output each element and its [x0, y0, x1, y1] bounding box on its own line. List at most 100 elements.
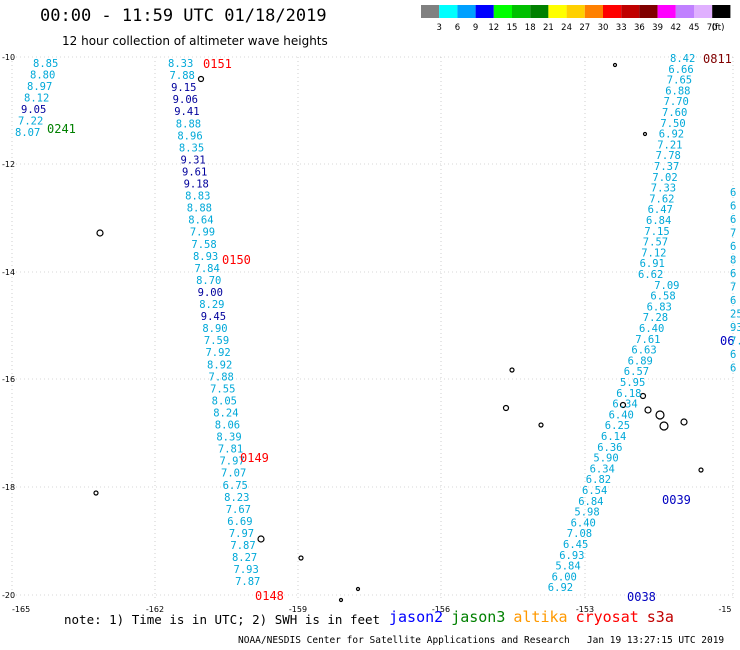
wave-height-readout: 7.07 — [221, 468, 246, 480]
colorbar-swatch — [475, 5, 494, 18]
wave-height-readout: 5.84 — [555, 561, 580, 573]
wave-height-readout: 7.97 — [229, 528, 254, 540]
wave-height-readout: 6.62 — [638, 269, 663, 281]
wave-height-readout: 6.69 — [227, 516, 252, 528]
wave-height-readout: 9.31 — [180, 154, 205, 166]
wave-height-readout: 6 — [730, 214, 736, 226]
wave-height-colorbar: 3 6 9 12 15 18 21 24 27 30 33 36 39 42 45 70(ft) — [421, 5, 731, 33]
wave-height-readout: 7.92 — [205, 347, 230, 359]
wave-height-readout: 6.47 — [648, 204, 673, 216]
wave-height-readout: 6.84 — [646, 215, 671, 227]
lon-tick-label: -153 — [576, 605, 594, 614]
wave-height-readout: 7.93 — [234, 564, 259, 576]
wave-height-readout: 5.90 — [593, 453, 618, 465]
wave-height-readout: 8.64 — [188, 215, 213, 227]
wave-height-readout: 6 — [730, 349, 736, 361]
wave-height-readout: 8.42 — [670, 53, 695, 65]
units-note: note: 1) Time is in UTC; 2) SWH is in fe… — [64, 612, 381, 627]
wave-height-readout: 6 — [730, 201, 736, 213]
wave-height-readout: 6.89 — [628, 355, 653, 367]
island-outline — [659, 421, 669, 431]
wave-height-readout: 6.88 — [665, 85, 690, 97]
map-title: 00:00 - 11:59 UTC 01/18/2019 — [40, 6, 327, 26]
colorbar-swatch — [421, 5, 440, 18]
map-subtitle: 12 hour collection of altimeter wave hei… — [62, 34, 328, 48]
colorbar-label: 6 — [455, 23, 460, 33]
wave-height-readout: 6.92 — [548, 582, 573, 594]
island-outline — [639, 392, 647, 400]
wave-height-readout: 8.12 — [24, 93, 49, 105]
colorbar-swatch — [512, 5, 531, 18]
wave-height-readout: 6.91 — [640, 258, 665, 270]
wave-height-readout: 7.12 — [641, 247, 666, 259]
wave-height-readout: 7.70 — [664, 96, 689, 108]
wave-height-readout: 7.37 — [654, 161, 679, 173]
wave-height-readout: 8.29 — [199, 299, 224, 311]
island-outline — [96, 229, 104, 237]
wave-height-readout: 7.33 — [651, 183, 676, 195]
colorbar-swatch — [621, 5, 640, 18]
wave-height-readout: 7.57 — [643, 237, 668, 249]
colorbar-swatch — [566, 5, 585, 18]
wave-height-readout: 5.98 — [574, 507, 599, 519]
wave-height-readout: 7.61 — [635, 334, 660, 346]
island-outline — [197, 75, 205, 83]
wave-height-readout: 7.87 — [235, 576, 260, 588]
wave-height-readout: 7.50 — [660, 118, 685, 130]
wave-height-readout: 7.81 — [218, 444, 243, 456]
wave-height-readout: 7.99 — [190, 227, 215, 239]
axis-ticks: -10 -12 -14 -16 -18 -20 -165 -162 -159 -156 -153 -1… — [2, 53, 732, 614]
wave-height-readout: 6.75 — [223, 480, 248, 492]
wave-height-readout: 9.18 — [184, 179, 209, 191]
legend-item-jason2: jason2 — [389, 608, 444, 626]
wave-height-readout: 8.92 — [207, 359, 232, 371]
wave-height-readout: 6.36 — [597, 442, 622, 454]
colorbar-swatch — [712, 5, 731, 18]
colorbar-swatch — [457, 5, 476, 18]
wave-height-readout: 8.39 — [216, 432, 241, 444]
pass-id-label: 06 — [720, 334, 734, 348]
wave-height-readout: 6 — [730, 187, 736, 199]
wave-height-readout: 5.95 — [620, 377, 645, 389]
island-outline — [502, 404, 510, 412]
wave-height-readout: 8.88 — [176, 118, 201, 130]
wave-height-readout: 7.08 — [567, 528, 592, 540]
legend-item-altika: altika — [513, 608, 568, 626]
colorbar-label: 24 — [561, 23, 572, 33]
lon-tick-label: -165 — [12, 605, 30, 614]
colorbar-label: 36 — [634, 23, 645, 33]
wave-height-readout: 7.88 — [170, 70, 195, 82]
wave-height-readout: 6.83 — [647, 301, 672, 313]
colorbar-label: 12 — [488, 23, 499, 33]
lon-tick-label: -156 — [432, 605, 450, 614]
pass-id-label: 0038 — [627, 590, 656, 604]
wave-height-readout: 6 — [730, 268, 736, 280]
island-outline — [644, 406, 652, 414]
wave-height-readout: 6.57 — [624, 366, 649, 378]
wave-height-readout: 8.97 — [27, 81, 52, 93]
wave-height-readout: 7 — [730, 228, 736, 240]
wave-height-readout: 7.78 — [656, 150, 681, 162]
island-outline — [509, 367, 515, 373]
wave-height-readout: 6.25 — [605, 420, 630, 432]
colorbar-swatch — [530, 5, 549, 18]
colorbar-label: 9 — [473, 23, 478, 33]
wave-height-readout: 6.93 — [559, 550, 584, 562]
wave-height-readout: 7.62 — [649, 193, 674, 205]
wave-height-readout: 8.83 — [185, 191, 210, 203]
colorbar-label: 27 — [579, 23, 590, 33]
wave-height-readout: 6.40 — [639, 323, 664, 335]
wave-height-readout: 6.14 — [601, 431, 626, 443]
wave-height-readout: 6 — [730, 363, 736, 375]
wave-height-readout: 8.33 — [168, 58, 193, 70]
wave-height-readout: 8.27 — [232, 552, 257, 564]
lat-tick-label: -16 — [2, 375, 15, 384]
legend-item-cryosat: cryosat — [575, 608, 639, 626]
wave-height-readout: 6.58 — [650, 291, 675, 303]
lat-tick-label: -12 — [2, 160, 15, 169]
wave-height-readout: 6.34 — [612, 399, 637, 411]
wave-height-readout: 8.07 — [15, 127, 40, 139]
wave-height-readout: 6.82 — [586, 474, 611, 486]
wave-height-readout: 8 — [730, 255, 736, 267]
wave-height-readout: 7.67 — [226, 504, 251, 516]
